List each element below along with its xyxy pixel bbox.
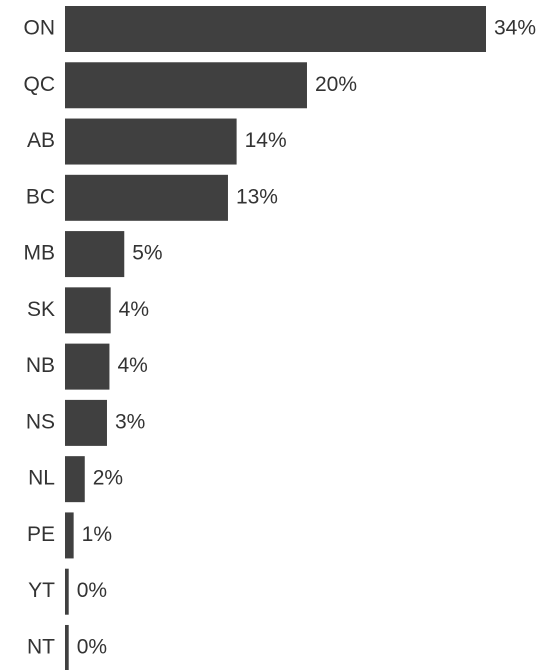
bar — [65, 174, 228, 221]
value-label: 20% — [315, 73, 357, 96]
category-label: ON — [24, 17, 56, 40]
bar — [65, 287, 111, 334]
value-label: 5% — [132, 242, 162, 265]
value-label: 2% — [93, 467, 123, 490]
category-label: YT — [28, 579, 55, 602]
bar — [65, 6, 486, 52]
bar — [65, 118, 237, 165]
value-label: 34% — [494, 17, 536, 40]
category-label: SK — [27, 298, 55, 321]
category-label: NS — [26, 410, 55, 433]
category-label: MB — [24, 242, 56, 265]
bar — [65, 343, 110, 390]
bar — [65, 568, 69, 615]
value-label: 14% — [245, 129, 287, 152]
category-label: BC — [26, 185, 55, 208]
value-label: 4% — [119, 298, 149, 321]
category-label: AB — [27, 129, 55, 152]
bar — [65, 624, 69, 670]
category-label: NB — [26, 354, 55, 377]
value-label: 1% — [82, 523, 112, 546]
value-label: 0% — [77, 636, 107, 659]
category-label: NL — [28, 467, 55, 490]
bar — [65, 231, 125, 278]
value-label: 13% — [236, 185, 278, 208]
value-label: 0% — [77, 579, 107, 602]
bar — [65, 456, 85, 503]
bar — [65, 512, 74, 559]
value-label: 4% — [117, 354, 147, 377]
bar — [65, 399, 107, 446]
value-label: 3% — [115, 410, 145, 433]
category-label: NT — [27, 636, 55, 659]
category-label: QC — [24, 73, 56, 96]
category-label: PE — [27, 523, 55, 546]
bar — [65, 62, 307, 109]
